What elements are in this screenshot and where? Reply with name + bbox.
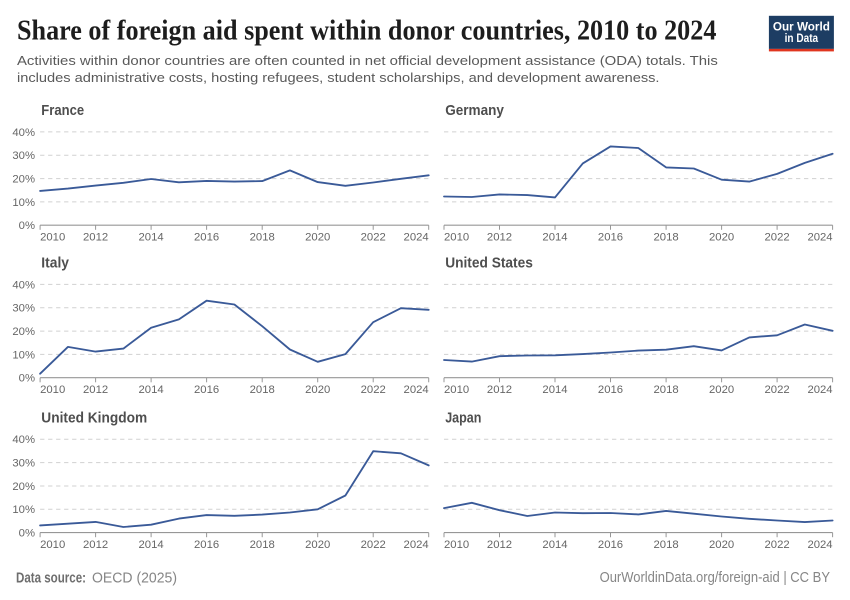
svg-text:2012: 2012 — [487, 232, 512, 244]
svg-text:2020: 2020 — [305, 232, 330, 244]
svg-text:2014: 2014 — [542, 539, 567, 551]
svg-text:2010: 2010 — [444, 384, 469, 396]
svg-text:2014: 2014 — [139, 232, 164, 244]
svg-text:20%: 20% — [12, 326, 35, 338]
svg-text:20%: 20% — [12, 481, 35, 493]
svg-text:2022: 2022 — [765, 539, 790, 551]
svg-text:2018: 2018 — [654, 384, 679, 396]
svg-text:0%: 0% — [19, 528, 35, 540]
svg-text:30%: 30% — [12, 303, 35, 315]
svg-text:2012: 2012 — [83, 232, 108, 244]
svg-text:2016: 2016 — [194, 384, 219, 396]
svg-text:2022: 2022 — [361, 384, 386, 396]
svg-text:0%: 0% — [19, 220, 35, 232]
svg-text:2024: 2024 — [404, 384, 429, 396]
svg-text:2018: 2018 — [250, 539, 275, 551]
svg-text:2010: 2010 — [40, 539, 65, 551]
svg-text:OurWorldinData.org/foreign-aid: OurWorldinData.org/foreign-aid | CC BY — [600, 570, 831, 586]
svg-text:Share of foreign aid spent wit: Share of foreign aid spent within donor … — [17, 16, 716, 47]
svg-text:30%: 30% — [12, 458, 35, 470]
svg-text:2010: 2010 — [444, 232, 469, 244]
svg-text:France: France — [41, 102, 84, 119]
svg-text:2018: 2018 — [654, 232, 679, 244]
svg-text:2014: 2014 — [139, 384, 164, 396]
svg-text:2010: 2010 — [40, 232, 65, 244]
svg-text:2022: 2022 — [765, 232, 790, 244]
svg-text:10%: 10% — [12, 349, 35, 361]
svg-text:2022: 2022 — [765, 384, 790, 396]
svg-text:2024: 2024 — [404, 232, 429, 244]
svg-text:2018: 2018 — [654, 539, 679, 551]
svg-text:2020: 2020 — [709, 384, 734, 396]
svg-text:Data source:: Data source: — [16, 571, 86, 587]
svg-text:2010: 2010 — [40, 384, 65, 396]
svg-text:2016: 2016 — [194, 232, 219, 244]
svg-text:2010: 2010 — [444, 539, 469, 551]
svg-text:2024: 2024 — [807, 539, 832, 551]
svg-text:2016: 2016 — [194, 539, 219, 551]
svg-text:Our World: Our World — [773, 20, 830, 34]
svg-text:2024: 2024 — [404, 539, 429, 551]
svg-text:2016: 2016 — [598, 232, 623, 244]
svg-text:2016: 2016 — [598, 384, 623, 396]
svg-text:2014: 2014 — [542, 384, 567, 396]
svg-text:2020: 2020 — [709, 232, 734, 244]
svg-text:2016: 2016 — [598, 539, 623, 551]
svg-text:Germany: Germany — [445, 102, 504, 119]
svg-text:40%: 40% — [12, 434, 35, 446]
svg-text:2018: 2018 — [250, 232, 275, 244]
svg-text:2012: 2012 — [83, 539, 108, 551]
svg-text:2020: 2020 — [709, 539, 734, 551]
svg-text:2012: 2012 — [487, 539, 512, 551]
svg-text:2012: 2012 — [83, 384, 108, 396]
svg-text:2012: 2012 — [487, 384, 512, 396]
svg-text:2020: 2020 — [305, 384, 330, 396]
svg-text:2022: 2022 — [361, 232, 386, 244]
svg-text:40%: 40% — [12, 127, 35, 139]
svg-text:2014: 2014 — [542, 232, 567, 244]
svg-text:2024: 2024 — [807, 384, 832, 396]
svg-text:10%: 10% — [12, 197, 35, 209]
svg-text:includes administrative costs,: includes administrative costs, hosting r… — [17, 70, 660, 85]
svg-text:40%: 40% — [12, 279, 35, 291]
svg-text:in Data: in Data — [785, 31, 819, 45]
svg-text:0%: 0% — [19, 373, 35, 385]
svg-text:OECD (2025): OECD (2025) — [92, 571, 177, 587]
svg-text:Japan: Japan — [445, 410, 481, 427]
svg-text:2018: 2018 — [250, 384, 275, 396]
svg-text:10%: 10% — [12, 504, 35, 516]
svg-text:Activities within donor countr: Activities within donor countries are of… — [17, 53, 718, 68]
svg-text:2022: 2022 — [361, 539, 386, 551]
svg-text:20%: 20% — [12, 174, 35, 186]
svg-text:2020: 2020 — [305, 539, 330, 551]
svg-text:2014: 2014 — [139, 539, 164, 551]
svg-text:30%: 30% — [12, 150, 35, 162]
svg-text:2024: 2024 — [807, 232, 832, 244]
svg-text:Italy: Italy — [41, 255, 69, 272]
svg-text:United Kingdom: United Kingdom — [41, 410, 147, 427]
svg-text:United States: United States — [445, 255, 533, 272]
